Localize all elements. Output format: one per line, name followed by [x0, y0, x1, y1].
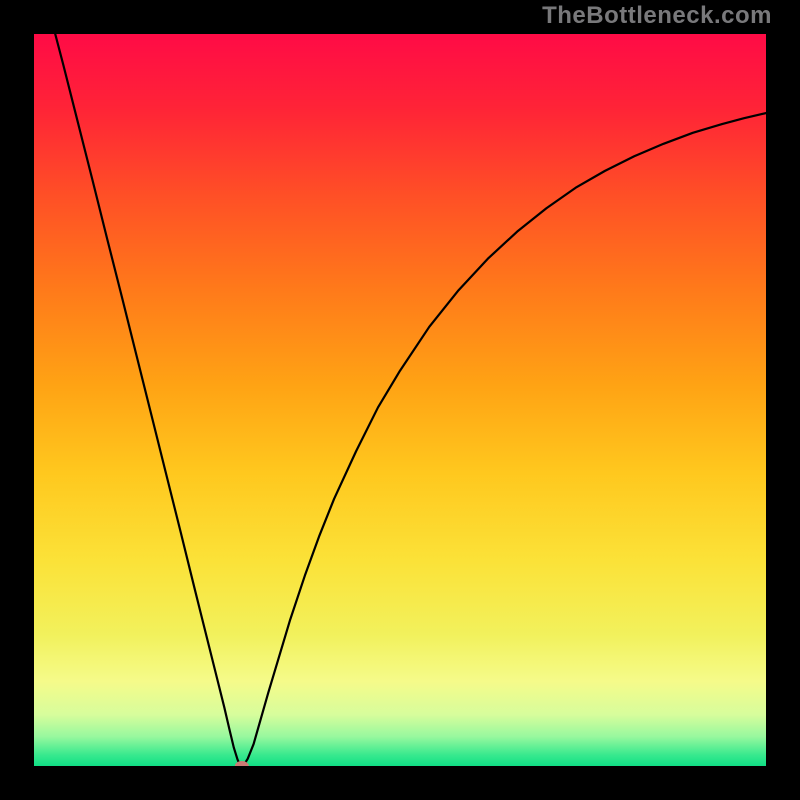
- plot-area: [34, 34, 766, 771]
- watermark-text: TheBottleneck.com: [542, 2, 772, 30]
- bottleneck-chart: [0, 0, 800, 800]
- gradient-background: [34, 34, 766, 766]
